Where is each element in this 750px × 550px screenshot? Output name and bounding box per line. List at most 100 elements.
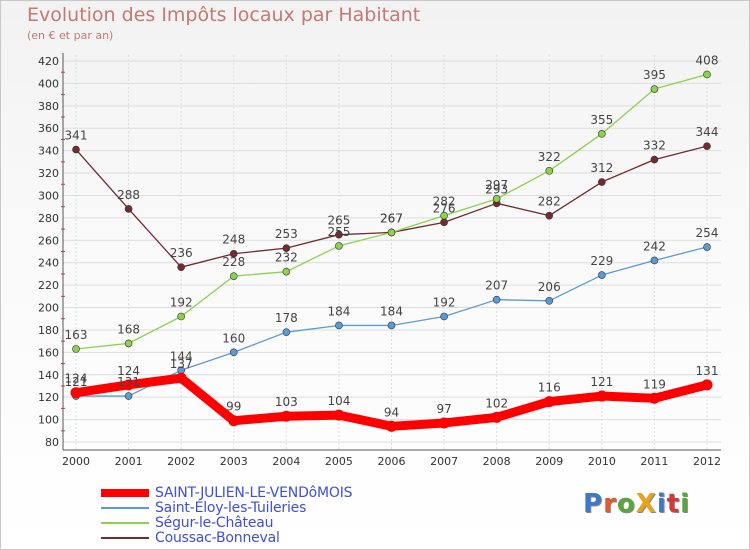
x-tick-label: 2004 (272, 455, 300, 468)
y-tick-label: 180 (38, 324, 59, 337)
y-tick-label: 240 (38, 257, 59, 270)
data-point (228, 415, 240, 427)
data-label: 168 (117, 322, 140, 336)
data-point (229, 249, 238, 258)
data-label: 184 (327, 304, 350, 318)
x-tick-label: 2001 (115, 455, 143, 468)
data-label: 131 (696, 364, 719, 378)
legend-swatch (101, 488, 149, 497)
legend-item: Ségur-le-Château (101, 514, 352, 531)
y-tick-label: 400 (38, 77, 59, 90)
data-point (387, 321, 396, 330)
data-point (701, 379, 713, 391)
data-label: 99 (226, 400, 241, 414)
data-label: 163 (65, 328, 88, 342)
data-label: 103 (275, 395, 298, 409)
x-tick-label: 2011 (640, 455, 668, 468)
legend-swatch (101, 521, 149, 524)
data-label: 119 (643, 377, 666, 391)
x-tick-label: 2002 (167, 455, 195, 468)
data-label: 102 (485, 396, 508, 410)
x-tick-label: 2010 (588, 455, 616, 468)
data-point (703, 243, 711, 251)
data-label: 288 (117, 188, 140, 202)
data-point (229, 348, 238, 357)
data-label: 104 (327, 394, 350, 408)
data-point (282, 328, 291, 336)
data-label: 255 (327, 225, 350, 239)
data-label: 355 (590, 113, 613, 127)
data-label: 267 (380, 211, 403, 225)
data-label: 192 (433, 295, 456, 309)
data-label: 282 (433, 195, 456, 209)
data-point (175, 372, 187, 384)
data-label: 160 (222, 331, 245, 345)
data-point (124, 392, 133, 400)
legend-label: SAINT-JULIEN-LE-VENDôMOIS (155, 484, 353, 501)
data-label: 192 (170, 295, 193, 309)
data-point (386, 420, 397, 432)
data-point (598, 178, 606, 186)
data-point (650, 155, 659, 164)
data-label: 206 (538, 280, 561, 294)
data-label: 121 (65, 375, 88, 389)
data-label: 267 (380, 211, 403, 225)
data-label: 116 (538, 381, 561, 395)
data-label: 248 (222, 233, 245, 247)
y-tick-label: 120 (38, 391, 59, 404)
proxiti-logo: ProXiti (583, 489, 691, 519)
data-point (545, 297, 554, 305)
x-tick-label: 2000 (62, 455, 90, 468)
data-point (124, 205, 133, 213)
data-label: 282 (538, 195, 561, 209)
x-tick-label: 2012 (693, 455, 721, 468)
data-point (177, 263, 185, 271)
x-tick-label: 2009 (535, 455, 563, 468)
data-label: 207 (485, 279, 508, 293)
data-point (335, 321, 343, 330)
data-point (282, 244, 291, 252)
data-point (123, 379, 135, 391)
data-point (333, 409, 345, 421)
data-label: 265 (327, 214, 350, 228)
data-label: 236 (170, 246, 193, 260)
chart-title: Evolution des Impôts locaux par Habitant (27, 4, 421, 26)
data-label: 276 (433, 201, 456, 215)
legend-item: SAINT-JULIEN-LE-VENDôMOIS (101, 484, 353, 501)
data-point (492, 195, 501, 203)
data-label: 228 (222, 255, 245, 269)
data-point (650, 256, 659, 265)
y-tick-label: 140 (38, 369, 59, 382)
data-label: 253 (275, 227, 298, 241)
data-point (280, 410, 292, 422)
x-tick-label: 2006 (378, 455, 406, 468)
legend-swatch (101, 536, 149, 539)
x-tick-label: 2005 (325, 455, 353, 468)
data-label: 97 (436, 402, 451, 416)
data-point (440, 211, 448, 220)
y-tick-label: 320 (38, 167, 59, 180)
y-tick-label: 100 (38, 414, 59, 427)
legend: SAINT-JULIEN-LE-VENDôMOIS Saint-Éloy-les… (101, 484, 353, 546)
x-tick-label: 2003 (220, 455, 248, 468)
data-point (177, 312, 185, 321)
x-tick-label: 2008 (483, 455, 511, 468)
data-point (335, 230, 343, 239)
legend-item: Coussac-Bonneval (101, 530, 352, 546)
data-label: 131 (117, 375, 140, 389)
data-point (438, 417, 450, 429)
data-point (440, 312, 448, 321)
chart-subtitle: (en € et par an) (27, 29, 114, 42)
data-point (335, 242, 343, 250)
legend-item: Saint-Éloy-les-Tuileries (101, 500, 352, 516)
legend-label: Ségur-le-Château (155, 514, 274, 531)
data-point (387, 228, 396, 237)
data-point (124, 339, 133, 348)
data-label: 293 (485, 182, 508, 196)
y-tick-label: 80 (45, 436, 59, 449)
data-label: 297 (485, 178, 508, 192)
data-label: 242 (643, 239, 666, 253)
data-label: 395 (643, 68, 666, 82)
